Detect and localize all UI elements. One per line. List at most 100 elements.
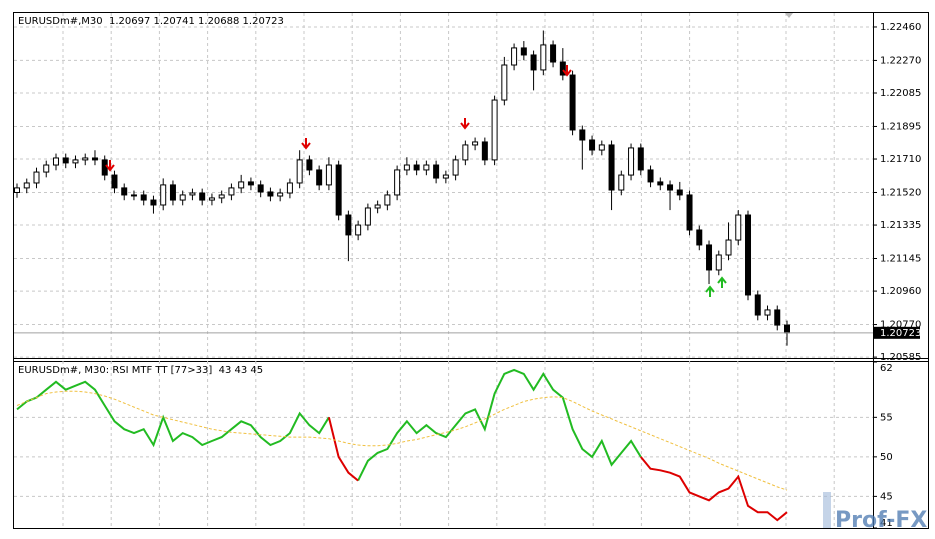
candle-body bbox=[754, 294, 761, 316]
candle-body bbox=[764, 309, 771, 316]
candle-body bbox=[394, 169, 401, 196]
sell-arrow bbox=[460, 118, 470, 130]
candle-body bbox=[647, 169, 654, 183]
candle-body bbox=[296, 159, 303, 184]
y-tick-label: 62 bbox=[880, 363, 893, 374]
indicator-title: EURUSDm#, M30: RSI MTF TT [77>33] 43 43 … bbox=[18, 365, 263, 376]
candle-body bbox=[569, 74, 576, 131]
candle-body bbox=[335, 164, 342, 216]
y-tick-label: 1.21520 bbox=[880, 187, 921, 198]
signal-arrows bbox=[105, 65, 727, 297]
candle-body bbox=[511, 47, 518, 66]
candle-body bbox=[101, 159, 108, 176]
y-tick-label: 1.21710 bbox=[880, 154, 921, 165]
candle-body bbox=[306, 159, 313, 171]
candle-body bbox=[452, 159, 459, 176]
candle-body bbox=[52, 157, 59, 166]
candle-body bbox=[579, 129, 586, 141]
candle-body bbox=[150, 199, 157, 206]
y-tick-label: 1.21145 bbox=[880, 254, 921, 265]
candle-body bbox=[130, 194, 137, 197]
candle-body bbox=[530, 54, 537, 71]
candle-body bbox=[374, 204, 381, 209]
candle-body bbox=[774, 309, 781, 326]
buy-arrow bbox=[705, 285, 715, 297]
candle-body bbox=[608, 144, 615, 191]
candle-body bbox=[462, 144, 469, 161]
candle-body bbox=[72, 159, 79, 164]
y-tick-label: 1.22460 bbox=[880, 22, 921, 33]
candle-body bbox=[423, 164, 430, 171]
candle-body bbox=[715, 254, 722, 271]
candle-body bbox=[550, 44, 557, 63]
candle-body bbox=[686, 194, 693, 231]
candle-body bbox=[384, 194, 391, 206]
candle-body bbox=[257, 184, 264, 193]
last-price-label: 1.20723 bbox=[880, 328, 921, 339]
candle-body bbox=[189, 192, 196, 196]
candle-body bbox=[598, 144, 605, 151]
y-tick-label: 1.22270 bbox=[880, 55, 921, 66]
candle-body bbox=[589, 139, 596, 151]
candle-body bbox=[23, 182, 30, 189]
candle-body bbox=[442, 174, 449, 179]
candle-body bbox=[472, 141, 479, 146]
last-price-box bbox=[874, 326, 920, 339]
y-tick-label: 1.21335 bbox=[880, 220, 921, 231]
candle-body bbox=[160, 184, 167, 206]
y-tick-label: 1.20770 bbox=[880, 320, 921, 331]
candle-body bbox=[481, 141, 488, 161]
watermark: Prof-FX bbox=[835, 508, 927, 533]
candle-body bbox=[277, 192, 284, 197]
y-tick-label: 45 bbox=[880, 491, 893, 502]
candle-body bbox=[111, 174, 118, 189]
sell-arrow bbox=[562, 65, 572, 77]
y-tick-label: 1.22085 bbox=[880, 88, 921, 99]
candle-body bbox=[355, 224, 362, 236]
candle-body bbox=[433, 164, 440, 179]
time-grid bbox=[62, 13, 835, 528]
candle-body bbox=[316, 169, 323, 186]
candle-body bbox=[179, 194, 186, 201]
candle-body bbox=[540, 44, 547, 71]
sell-arrow bbox=[105, 160, 115, 172]
watermark-bar bbox=[823, 492, 831, 528]
candle-body bbox=[286, 182, 293, 194]
candle-body bbox=[121, 187, 128, 196]
candle-body bbox=[735, 214, 742, 241]
candle-body bbox=[218, 194, 225, 199]
candle-body bbox=[657, 181, 664, 186]
candle-body bbox=[491, 99, 498, 161]
candle-body bbox=[267, 191, 274, 197]
candle-body bbox=[413, 164, 420, 171]
candle-body bbox=[238, 181, 245, 189]
candle-body bbox=[208, 197, 215, 201]
sell-arrow bbox=[301, 138, 311, 150]
y-tick-label: 1.20960 bbox=[880, 286, 921, 297]
rsi-line bbox=[327, 417, 359, 482]
candle-body bbox=[676, 189, 683, 196]
candle-body bbox=[14, 187, 20, 193]
candle-body bbox=[43, 164, 50, 173]
shift-marker bbox=[785, 13, 793, 18]
chart-title: EURUSDm#,M30 1.20697 1.20741 1.20688 1.2… bbox=[18, 16, 284, 27]
candle-body bbox=[247, 181, 254, 186]
rsi-line bbox=[357, 368, 642, 482]
y-tick-label: 50 bbox=[880, 452, 893, 463]
y-tick-label: 55 bbox=[880, 412, 893, 423]
candle-body bbox=[745, 214, 752, 296]
y-tick-label: 41 bbox=[880, 518, 893, 529]
candle-body bbox=[199, 192, 206, 201]
rsi-line bbox=[16, 380, 330, 448]
candle-body bbox=[140, 194, 147, 201]
candle-body bbox=[559, 61, 566, 76]
candle-body bbox=[325, 164, 332, 186]
buy-arrow bbox=[717, 276, 727, 288]
candle-body bbox=[520, 47, 527, 56]
candle-body bbox=[403, 164, 410, 171]
price-panel: 1.22460 1.22270 1.22085 1.21895 1.21710 1.215… bbox=[14, 22, 921, 363]
candle-body bbox=[228, 187, 235, 196]
candle-body bbox=[91, 157, 98, 161]
y-tick-label: 1.21895 bbox=[880, 121, 921, 132]
